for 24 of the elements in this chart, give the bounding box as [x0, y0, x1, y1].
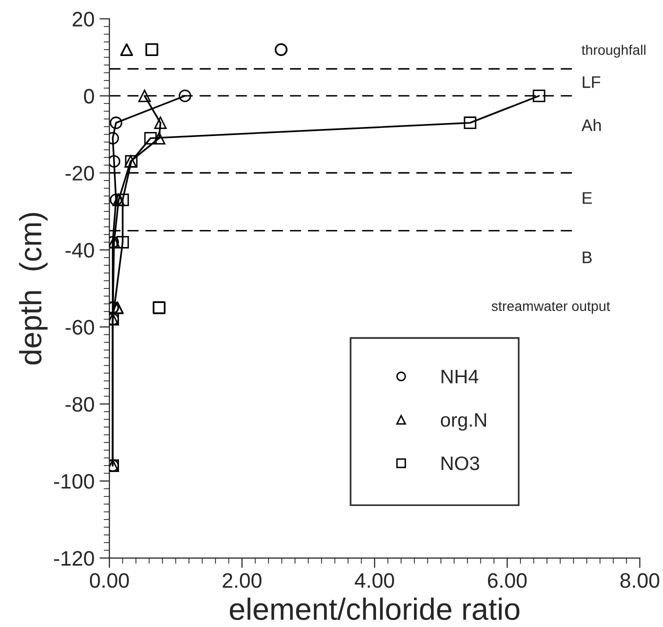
annotation: throughfall: [582, 44, 646, 58]
legend-label: org.N: [440, 413, 486, 431]
annotation: B: [582, 252, 592, 264]
y-axis-title: depth (cm): [19, 213, 48, 364]
x-tick-label: 6.00: [488, 573, 527, 588]
y-tick-label: -120: [54, 551, 94, 566]
x-axis-title: element/chloride ratio: [230, 598, 520, 620]
x-tick-label: 0.00: [90, 573, 129, 588]
annotation: LF: [582, 76, 600, 88]
annotation: Ah: [581, 118, 601, 131]
y-tick-label: -80: [66, 396, 94, 412]
x-tick-label: 8.00: [620, 573, 660, 588]
legend-label: NO3: [442, 456, 480, 470]
x-tick-label: 2.00: [222, 573, 262, 588]
y-tick-label: 20: [72, 12, 94, 27]
annotation: streamwater output: [492, 302, 610, 314]
y-tick-label: -100: [54, 474, 94, 489]
y-tick-label: -20: [66, 166, 94, 181]
legend-label: NH4: [442, 370, 478, 384]
annotation: E: [582, 192, 592, 204]
y-tick-label: -40: [66, 242, 94, 258]
y-tick-label: -60: [66, 320, 94, 335]
x-tick-label: 4.00: [354, 573, 394, 588]
y-tick-label: 0: [84, 88, 94, 104]
